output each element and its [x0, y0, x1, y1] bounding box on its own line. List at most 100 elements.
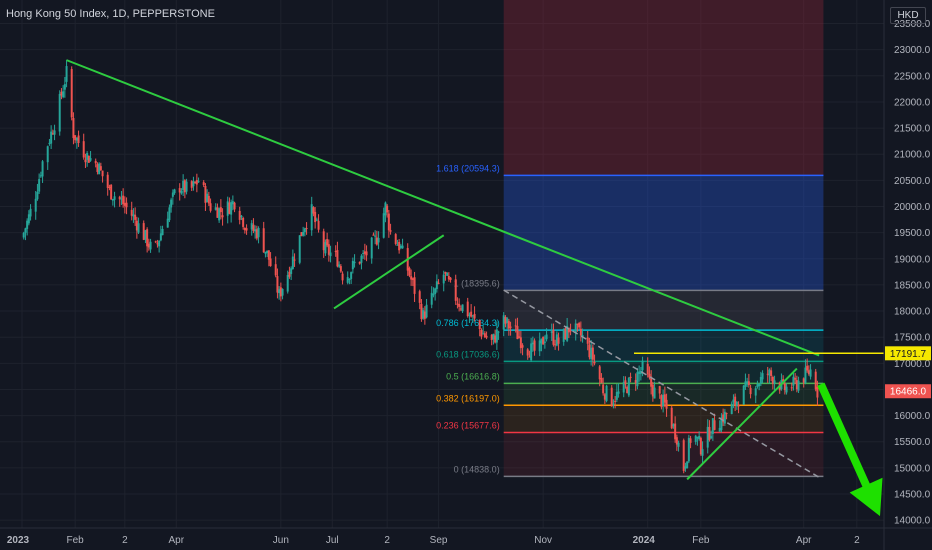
fib-level-label: 0.786 (17634.3)	[436, 318, 500, 328]
candle-body	[389, 230, 392, 232]
candle-body	[521, 345, 524, 348]
candle-body	[262, 228, 265, 253]
candle-body	[219, 207, 222, 213]
candle-body	[483, 333, 486, 337]
candle-body	[98, 163, 101, 175]
candle-body	[442, 274, 445, 284]
candle-body	[377, 237, 380, 243]
resistance-price-tag	[885, 346, 931, 361]
candle-body	[766, 373, 769, 375]
candle-body	[600, 378, 603, 383]
candle-body	[269, 258, 272, 267]
candle-body	[99, 166, 102, 171]
candle-body	[374, 235, 377, 237]
candle-body	[816, 386, 819, 398]
candle-body	[626, 386, 629, 394]
candle-body	[147, 243, 150, 248]
candle-body	[432, 294, 435, 296]
candle-body	[288, 271, 291, 277]
candle-body	[182, 180, 185, 191]
candle-body	[552, 329, 555, 345]
candle-body	[434, 288, 437, 295]
resistance-price-label: 17191.7	[890, 349, 927, 360]
candle-body	[221, 215, 224, 218]
trendline	[333, 234, 445, 310]
time-tick-label: Jul	[326, 535, 339, 546]
candle-body	[771, 376, 774, 384]
candle-body	[446, 273, 449, 276]
candle-body	[336, 250, 339, 267]
candle-body	[216, 207, 219, 218]
candle-body	[454, 279, 457, 301]
candle-body	[24, 228, 27, 233]
candle-body	[190, 181, 193, 188]
candle-body	[396, 244, 399, 246]
price-tick-label: 15500.0	[894, 437, 931, 448]
candle-body	[797, 380, 800, 391]
candle-body	[720, 417, 723, 431]
candle-body	[610, 387, 613, 407]
candle-body	[494, 335, 497, 343]
candle-body	[564, 328, 567, 340]
candle-body	[214, 207, 217, 210]
dashed-projection-line	[503, 289, 822, 479]
candle-body	[365, 251, 368, 256]
candle-body	[408, 267, 411, 276]
candle-body	[58, 93, 61, 132]
fib-zone	[503, 175, 824, 291]
candle-body	[744, 381, 747, 387]
candle-body	[502, 315, 505, 330]
candle-body	[305, 227, 308, 230]
candle-body	[665, 399, 668, 409]
candle-body	[171, 192, 174, 197]
price-tick-label: 15000.0	[894, 463, 931, 474]
candle-body	[590, 347, 593, 360]
candle-body	[722, 414, 725, 423]
candle-body	[425, 304, 428, 318]
candle-body	[756, 384, 759, 387]
candle-body	[638, 371, 641, 375]
candle-body	[526, 349, 529, 356]
candle-body	[802, 378, 805, 383]
candle-body	[554, 344, 557, 346]
candle-body	[238, 210, 241, 220]
candle-body	[713, 420, 716, 430]
candle-body	[447, 276, 450, 280]
candle-body	[612, 403, 615, 405]
price-tick-label: 16000.0	[894, 411, 931, 422]
candle-body	[228, 202, 231, 214]
currency-selector[interactable]: HKD	[890, 7, 926, 24]
candle-body	[687, 437, 690, 462]
candle-body	[375, 237, 378, 245]
candle-body	[759, 377, 762, 385]
candle-body	[747, 381, 750, 386]
candle-body	[617, 391, 620, 394]
candle-body	[341, 273, 344, 281]
candle-body	[339, 266, 342, 272]
candle-body	[310, 204, 313, 231]
candle-body	[39, 175, 42, 177]
price-tick-label: 20500.0	[894, 176, 931, 187]
candle-body	[646, 363, 649, 375]
candle-body	[230, 202, 233, 215]
candle-body	[329, 252, 332, 257]
candle-body	[346, 277, 349, 283]
candle-body	[106, 174, 109, 188]
candle-body	[624, 380, 627, 385]
candle-body	[89, 158, 92, 161]
candle-body	[684, 466, 687, 469]
candle-body	[410, 276, 413, 280]
price-axis-bg	[884, 0, 932, 550]
candle-body	[86, 153, 89, 160]
candle-body	[806, 365, 809, 371]
candle-body	[725, 413, 728, 415]
candle-body	[264, 251, 267, 254]
candle-body	[658, 386, 661, 394]
candle-body	[322, 231, 325, 251]
candle-body	[540, 338, 543, 344]
price-tick-label: 19500.0	[894, 228, 931, 239]
candle-body	[519, 337, 522, 349]
candle-body	[338, 264, 341, 267]
